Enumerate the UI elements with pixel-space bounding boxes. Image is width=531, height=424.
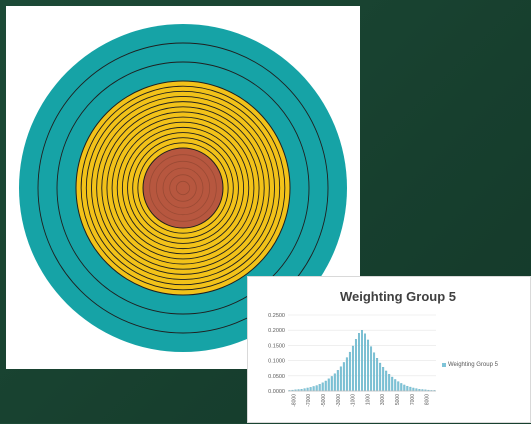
x-tick-label: 3000: [380, 394, 386, 405]
bar: [354, 339, 357, 392]
gold-ring: [85, 90, 281, 286]
weighting-chart-card: 0.0000 0.0500 0.1000 0.1500 0.2000 0.2500 -800…: [247, 276, 531, 423]
red-zone: [142, 147, 224, 229]
gold-ring: [80, 85, 286, 291]
x-tick-label: 7000: [410, 394, 416, 405]
y-tick-label: 0.2000: [268, 328, 285, 334]
bar: [403, 384, 406, 392]
bar: [309, 387, 312, 392]
bar: [303, 388, 306, 392]
bar: [330, 376, 333, 392]
bar: [321, 382, 324, 392]
gold-ring: [127, 132, 239, 244]
bar: [327, 378, 330, 392]
red-ring: [175, 180, 191, 196]
bar: [409, 386, 412, 392]
bar: [397, 381, 400, 392]
y-tick-label: 0.1500: [268, 343, 285, 349]
bar: [345, 357, 348, 392]
gold-ring: [116, 121, 250, 255]
gold-ring: [101, 106, 265, 270]
bar: [348, 351, 351, 392]
x-tick-label: 5000: [395, 394, 401, 405]
x-tick-label: -7000: [306, 394, 312, 407]
bar: [385, 370, 388, 392]
bar: [336, 370, 339, 392]
x-tick-label: -8000: [291, 394, 297, 407]
bar: [315, 385, 318, 392]
bar: [306, 387, 309, 392]
target-diagram-panel: [6, 6, 360, 369]
bar: [361, 330, 363, 392]
red-ring: [149, 154, 217, 222]
gold-ring: [111, 116, 255, 260]
red-ring: [162, 167, 204, 209]
bar: [367, 339, 370, 392]
legend-label: Weighting Group 5: [448, 362, 498, 368]
bar: [370, 346, 373, 392]
bar: [415, 388, 418, 392]
x-tick-label: 8000: [425, 394, 431, 405]
x-tick-label: -1000: [351, 394, 357, 407]
bar: [394, 379, 397, 392]
bar: [400, 383, 403, 392]
gold-ring: [137, 142, 229, 234]
bar: [364, 333, 367, 392]
weighting-chart: 0.0000 0.0500 0.1000 0.1500 0.2000 0.2500 -800…: [268, 313, 436, 407]
bar: [388, 374, 391, 392]
x-tick-label: 1000: [365, 394, 371, 405]
gold-ring: [91, 96, 275, 280]
bar: [318, 384, 321, 392]
bar: [342, 362, 345, 392]
gold-ring: [121, 126, 245, 250]
chart-title: Weighting Group 5: [339, 289, 457, 304]
bar: [379, 362, 382, 392]
bar: [382, 367, 385, 392]
gold-ring: [96, 101, 270, 275]
bar: [312, 386, 315, 392]
chart-legend: Weighting Group 5: [442, 362, 498, 368]
y-tick-label: 0.0500: [268, 374, 285, 380]
y-tick-label: 0.0000: [268, 389, 285, 395]
bar: [351, 345, 354, 392]
y-tick-label: 0.2500: [268, 313, 285, 319]
bar: [391, 376, 394, 392]
x-tick-label: -3000: [336, 394, 342, 407]
gold-ring: [132, 137, 234, 239]
bar: [324, 380, 327, 392]
legend-swatch: [442, 363, 446, 367]
teal-ring: [56, 61, 310, 315]
bar: [376, 358, 379, 392]
bar: [406, 385, 409, 392]
red-ring: [169, 174, 197, 202]
target-diagram: [19, 24, 347, 352]
y-tick-label: 0.1000: [268, 359, 285, 365]
bar: [333, 373, 336, 392]
teal-ring: [37, 42, 329, 334]
x-tick-label: -5000: [321, 394, 327, 407]
red-ring: [155, 160, 211, 216]
bar: [357, 333, 360, 392]
bar: [339, 366, 342, 392]
gold-ring: [106, 111, 260, 265]
bar: [412, 387, 415, 392]
bar: [373, 352, 376, 392]
